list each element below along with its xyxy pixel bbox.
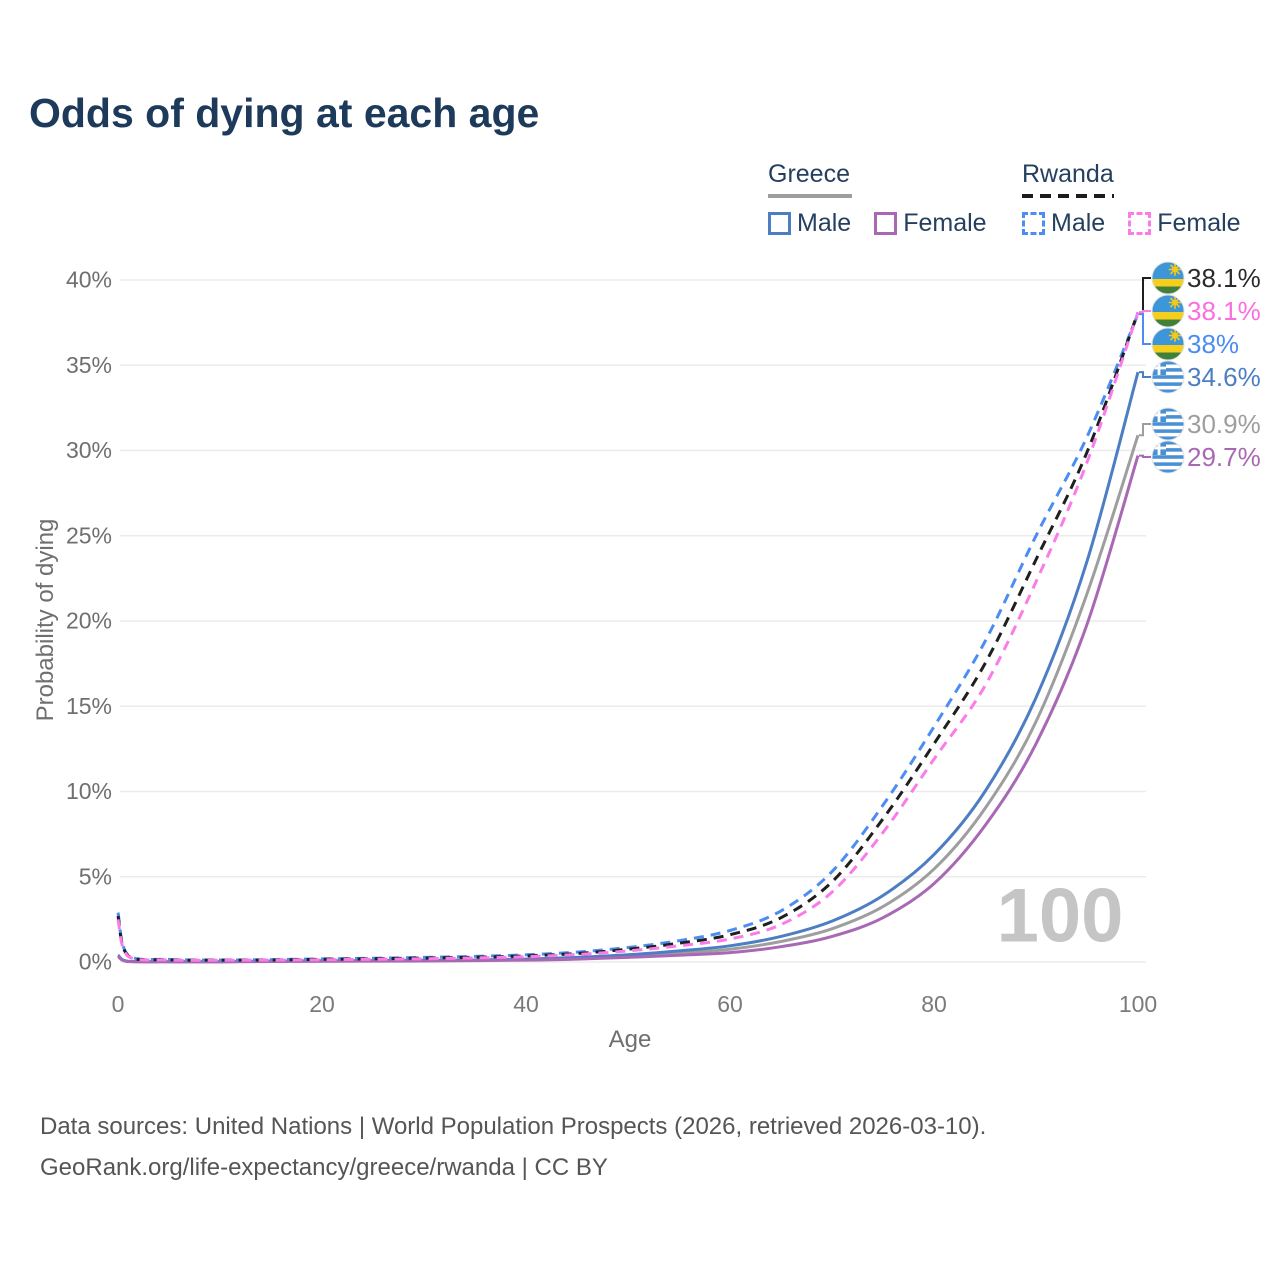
legend-country-label: Rwanda bbox=[1022, 160, 1114, 188]
legend-item-greece-female[interactable]: Female bbox=[874, 209, 987, 238]
series-line-greece-male[interactable] bbox=[117, 371, 1140, 964]
leader-line-greece-female bbox=[1139, 454, 1151, 458]
y-tick-label: 0% bbox=[79, 949, 112, 975]
x-tick-label: 20 bbox=[309, 991, 335, 1017]
age-hover-watermark: 100 bbox=[997, 874, 1124, 959]
greece-flag-icon bbox=[1151, 360, 1185, 394]
leader-line-rwanda-all bbox=[1139, 277, 1151, 314]
y-tick-label: 10% bbox=[66, 778, 112, 804]
series-line-rwanda-all[interactable] bbox=[116, 311, 1140, 962]
y-tick-label: 30% bbox=[66, 437, 112, 463]
end-label-greece-male: 34.6% bbox=[1187, 362, 1261, 392]
legend-item-greece-male[interactable]: Male bbox=[768, 209, 851, 238]
x-tick-label: 80 bbox=[921, 991, 947, 1017]
rwanda-male-swatch-icon bbox=[1022, 212, 1045, 235]
y-tick-label: 40% bbox=[66, 267, 112, 293]
rwanda-flag-icon bbox=[1151, 261, 1185, 295]
end-label-greece-female: 29.7% bbox=[1187, 442, 1261, 472]
y-tick-label: 35% bbox=[66, 352, 112, 378]
legend-country-greece: Greece bbox=[768, 160, 987, 198]
greece-solid-line-swatch bbox=[768, 194, 852, 198]
footer: Data sources: United Nations | World Pop… bbox=[40, 1106, 986, 1188]
end-label-rwanda-male: 38% bbox=[1187, 329, 1239, 359]
legend-group-rwanda: Rwanda Male Female bbox=[1022, 160, 1241, 238]
y-tick-label: 5% bbox=[79, 863, 112, 889]
greece-flag-icon bbox=[1151, 440, 1185, 474]
legend-group-greece: Greece Male Female bbox=[768, 160, 987, 238]
y-tick-label: 20% bbox=[66, 608, 112, 634]
series-line-greece-female[interactable] bbox=[117, 455, 1140, 964]
rwanda-dashed-line-swatch bbox=[1022, 194, 1114, 198]
x-axis-title: Age bbox=[608, 1026, 652, 1053]
x-tick-label: 0 bbox=[112, 991, 125, 1017]
legend-item-rwanda-male[interactable]: Male bbox=[1022, 209, 1105, 238]
leader-line-rwanda-female bbox=[1139, 310, 1151, 314]
leader-line-greece-all bbox=[1139, 423, 1151, 437]
legend-label: Female bbox=[903, 209, 987, 237]
series-line-greece-all[interactable] bbox=[117, 434, 1140, 964]
leader-line-greece-male bbox=[1139, 371, 1151, 378]
page-title: Odds of dying at each age bbox=[29, 90, 540, 136]
legend-label: Female bbox=[1157, 209, 1241, 237]
end-label-rwanda-all: 38.1% bbox=[1187, 263, 1261, 293]
end-label-rwanda-female: 38.1% bbox=[1187, 296, 1261, 326]
legend-items-greece: Male Female bbox=[768, 209, 987, 238]
series-line-rwanda-female[interactable] bbox=[116, 311, 1140, 962]
footer-sources: Data sources: United Nations | World Pop… bbox=[40, 1113, 987, 1140]
footer-link: GeoRank.org/life-expectancy/greece/rwand… bbox=[40, 1154, 608, 1181]
greece-female-swatch-icon bbox=[874, 212, 898, 235]
x-tick-label: 60 bbox=[717, 991, 743, 1017]
leader-line-rwanda-male bbox=[1139, 313, 1151, 345]
legend-label: Male bbox=[1051, 209, 1106, 237]
y-tick-label: 15% bbox=[66, 693, 112, 719]
series-line-rwanda-male[interactable] bbox=[116, 313, 1140, 962]
legend-item-rwanda-female[interactable]: Female bbox=[1128, 209, 1241, 238]
legend-country-label: Greece bbox=[768, 160, 850, 188]
y-tick-label: 25% bbox=[66, 522, 112, 548]
end-label-greece-all: 30.9% bbox=[1187, 409, 1261, 439]
x-tick-label: 40 bbox=[513, 991, 539, 1017]
x-tick-label: 100 bbox=[1119, 991, 1157, 1017]
rwanda-female-swatch-icon bbox=[1128, 212, 1152, 235]
legend-country-rwanda: Rwanda bbox=[1022, 160, 1241, 198]
rwanda-flag-icon bbox=[1151, 327, 1185, 361]
rwanda-flag-icon bbox=[1151, 294, 1185, 328]
greece-flag-icon bbox=[1151, 407, 1185, 441]
legend-items-rwanda: Male Female bbox=[1022, 209, 1241, 238]
legend-label: Male bbox=[797, 209, 852, 237]
y-axis-title: Probability of dying bbox=[32, 518, 59, 722]
greece-male-swatch-icon bbox=[768, 212, 791, 235]
